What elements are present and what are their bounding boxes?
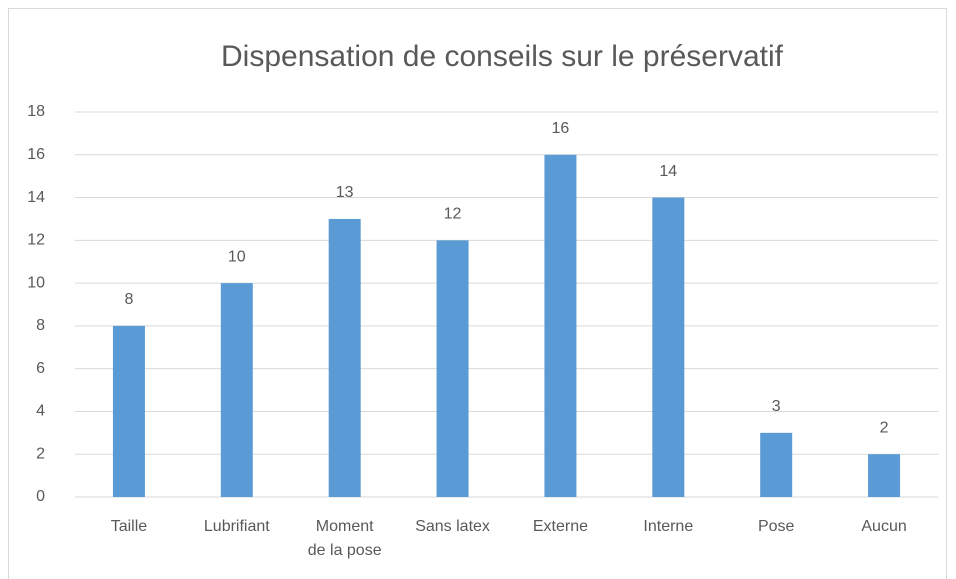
data-label: 3 bbox=[772, 398, 781, 415]
data-label: 8 bbox=[124, 291, 133, 308]
y-tick-label: 16 bbox=[27, 146, 45, 163]
bar bbox=[220, 283, 253, 497]
y-tick-label: 14 bbox=[27, 189, 45, 206]
bar bbox=[328, 218, 361, 497]
data-label: 10 bbox=[228, 248, 246, 265]
y-tick-label: 0 bbox=[36, 488, 45, 505]
data-label: 12 bbox=[444, 206, 462, 223]
x-tick-label: Lubrifiant bbox=[204, 518, 270, 535]
y-tick-label: 12 bbox=[27, 232, 45, 249]
y-tick-label: 10 bbox=[27, 274, 45, 291]
bar bbox=[544, 154, 577, 497]
bar bbox=[760, 432, 793, 497]
data-label: 16 bbox=[552, 120, 570, 137]
y-tick-label: 4 bbox=[36, 403, 45, 420]
bar bbox=[112, 325, 145, 497]
x-tick-label: Moment de la pose bbox=[308, 518, 382, 559]
x-tick-label: Externe bbox=[533, 518, 588, 535]
x-tick-label: Taille bbox=[111, 518, 148, 535]
bar bbox=[652, 197, 685, 498]
bar bbox=[868, 454, 901, 497]
y-tick-label: 2 bbox=[36, 445, 45, 462]
y-tick-label: 8 bbox=[36, 317, 45, 334]
x-tick-label: Pose bbox=[758, 518, 795, 535]
x-tick-label: Aucun bbox=[861, 518, 906, 535]
chart-frame bbox=[8, 8, 947, 579]
data-label: 14 bbox=[659, 163, 677, 180]
bar bbox=[436, 240, 469, 498]
data-label: 2 bbox=[880, 419, 889, 436]
y-tick-label: 18 bbox=[27, 103, 45, 120]
x-tick-label: Interne bbox=[643, 518, 693, 535]
y-tick-label: 6 bbox=[36, 360, 45, 377]
data-label: 13 bbox=[336, 184, 354, 201]
x-tick-label: Sans latex bbox=[415, 518, 490, 535]
chart-title: Dispensation de conseils sur le préserva… bbox=[221, 40, 784, 73]
